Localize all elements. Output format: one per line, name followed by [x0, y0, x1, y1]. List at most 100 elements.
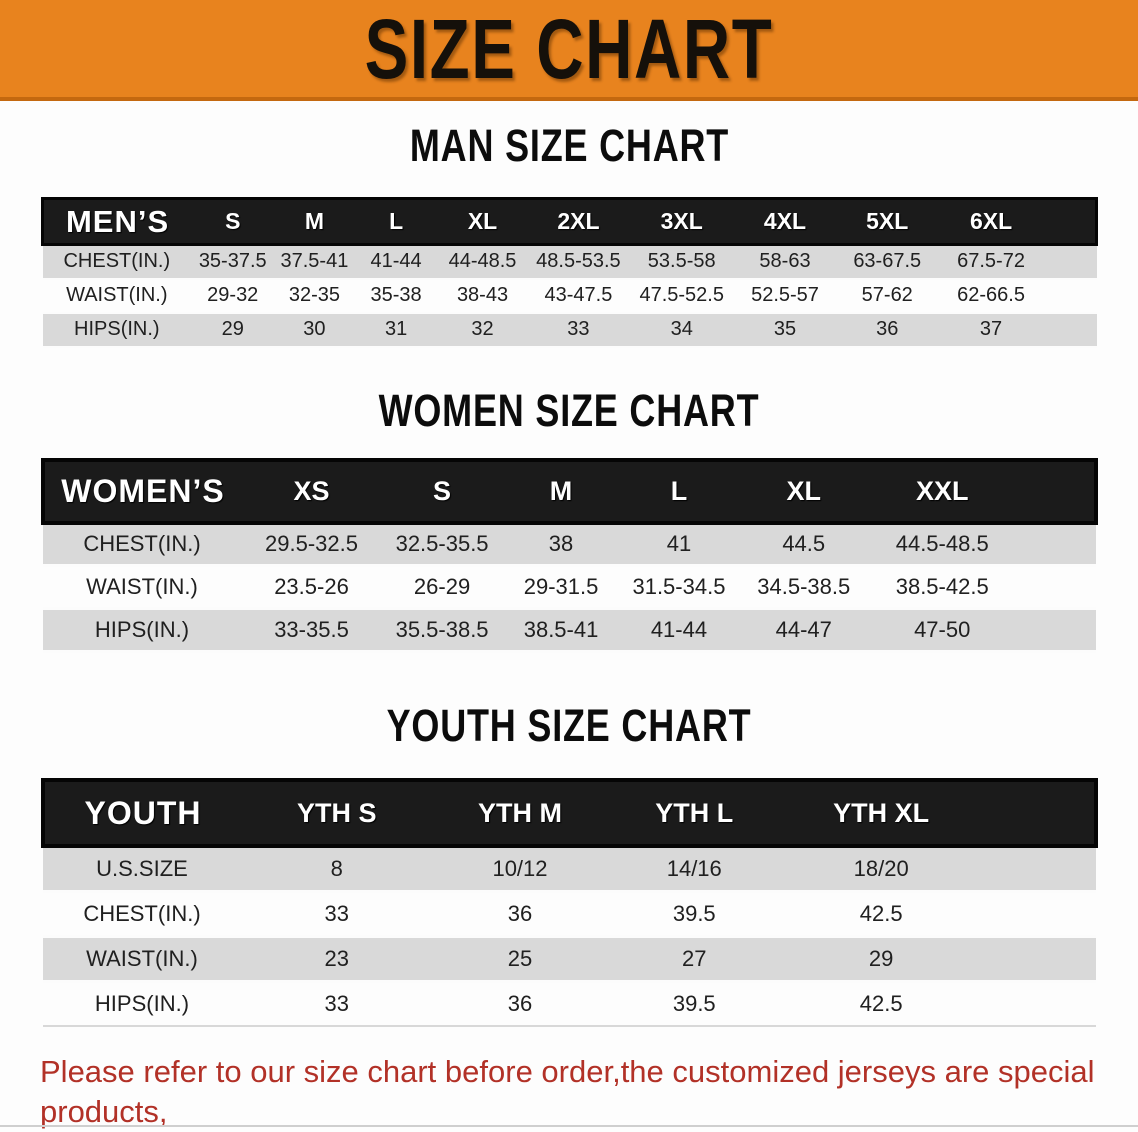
men-table-title: MEN’S — [65, 203, 170, 239]
value-cell: 53.5-58 — [629, 243, 734, 280]
value-cell: 29 — [781, 934, 982, 983]
men-waist-row: WAIST(IN.) 29-32 32-35 35-38 38-43 43-47… — [43, 279, 1097, 313]
value-cell: 23 — [240, 934, 433, 983]
value-cell: 29-31.5 — [523, 574, 599, 599]
filler-cell — [981, 891, 1096, 936]
youth-size-col-xl: YTH XL — [833, 797, 930, 828]
women-size-col-l: L — [670, 475, 688, 506]
filler-cell — [981, 844, 1096, 893]
men-size-col-m: M — [304, 208, 324, 234]
row-label: U.S.SIZE — [43, 844, 241, 893]
value-cell: 39.5 — [672, 900, 716, 926]
youth-size-col-s: YTH S — [297, 797, 377, 828]
value-cell: 30 — [274, 311, 355, 348]
value-cell: 57-62 — [861, 284, 913, 306]
value-cell: 44.5-48.5 — [869, 521, 1015, 567]
women-hips-row: HIPS(IN.) 33-35.5 35.5-38.5 38.5-41 41-4… — [43, 607, 1096, 653]
men-chest-row: CHEST(IN.) 35-37.5 37.5-41 41-44 44-48.5… — [42, 243, 1097, 280]
page-title-text: SIZE CHART — [364, 1, 774, 96]
filler-cell — [1014, 521, 1096, 567]
women-section-heading-text: WOMEN SIZE CHART — [378, 384, 760, 436]
value-cell: 41-44 — [354, 243, 438, 280]
value-cell: 32.5-35.5 — [382, 521, 503, 567]
men-size-col-l: L — [389, 208, 404, 234]
footer-note: Please refer to our size chart before or… — [40, 1052, 1138, 1132]
men-size-col-3xl: 3XL — [660, 208, 703, 234]
value-cell: 10/12 — [432, 844, 608, 893]
row-label: CHEST(IN.) — [83, 900, 201, 926]
youth-waist-row: WAIST(IN.) 23 25 27 29 — [43, 934, 1096, 983]
value-cell: 41-44 — [620, 607, 738, 653]
filler-cell — [981, 780, 1096, 846]
value-cell: 26-29 — [413, 574, 471, 599]
youth-size-col-l: YTH L — [655, 797, 734, 828]
women-size-col-xs: XS — [293, 475, 330, 506]
men-size-col-s: S — [225, 208, 241, 234]
value-cell: 35 — [733, 311, 837, 348]
women-size-col-s: S — [433, 475, 452, 506]
value-cell: 36 — [507, 900, 533, 926]
value-cell: 34.5-38.5 — [757, 574, 851, 599]
women-size-col-xxl: XXL — [915, 475, 969, 506]
filler-cell — [1043, 243, 1097, 280]
value-cell: 32 — [437, 311, 528, 348]
value-cell: 33 — [324, 900, 350, 926]
value-cell: 44.5 — [737, 521, 870, 567]
filler-cell — [1015, 460, 1096, 523]
youth-table-header-row: YOUTH YTH S YTH M YTH L YTH XL — [43, 780, 1096, 846]
value-cell: 38-43 — [456, 284, 509, 306]
value-cell: 52.5-57 — [751, 284, 819, 306]
value-cell: 35-37.5 — [191, 243, 275, 280]
filler-cell — [1015, 566, 1096, 609]
youth-hips-row: HIPS(IN.) 33 36 39.5 42.5 — [43, 981, 1096, 1026]
row-label: WAIST(IN.) — [66, 284, 168, 306]
filler-cell — [981, 981, 1096, 1026]
women-table-header-row: WOMEN’S XS S M L XL XXL — [43, 459, 1096, 523]
row-label: CHEST(IN.) — [43, 521, 241, 567]
value-cell: 29 — [191, 311, 275, 348]
value-cell: 47.5-52.5 — [639, 284, 724, 306]
value-cell: 27 — [607, 934, 782, 983]
value-cell: 14/16 — [607, 844, 782, 893]
value-cell: 32-35 — [288, 284, 340, 306]
value-cell: 44-47 — [737, 607, 870, 653]
men-size-col-5xl: 5XL — [866, 208, 909, 234]
youth-size-table: YOUTH YTH S YTH M YTH L YTH XL U.S.SIZE … — [41, 778, 1098, 1027]
value-cell: 23.5-26 — [274, 574, 349, 599]
row-label: HIPS(IN.) — [42, 311, 192, 348]
women-size-table: WOMEN’S XS S M L XL XXL CHEST(IN.) 29.5-… — [41, 458, 1098, 653]
filler-cell — [1043, 311, 1097, 348]
value-cell: 8 — [240, 844, 433, 893]
men-size-col-2xl: 2XL — [557, 208, 600, 234]
men-table-header-row: MEN’S S M L XL 2XL 3XL 4XL 5XL 6XL — [42, 198, 1097, 245]
filler-cell — [1044, 199, 1097, 245]
value-cell: 31.5-34.5 — [632, 574, 726, 599]
bottom-divider — [0, 1125, 1138, 1127]
row-label: WAIST(IN.) — [86, 574, 198, 599]
youth-table-title: YOUTH — [84, 794, 202, 831]
women-chest-row: CHEST(IN.) 29.5-32.5 32.5-35.5 38 41 44.… — [43, 521, 1096, 567]
youth-section-heading: YOUTH SIZE CHART — [0, 701, 1138, 751]
value-cell: 35.5-38.5 — [382, 607, 503, 653]
youth-size-col-m: YTH M — [477, 797, 562, 828]
value-cell: 33 — [527, 311, 630, 348]
youth-chest-row: CHEST(IN.) 33 36 39.5 42.5 — [43, 891, 1096, 936]
value-cell: 37 — [938, 311, 1044, 348]
row-label: WAIST(IN.) — [43, 934, 241, 983]
value-cell: 63-67.5 — [836, 243, 939, 280]
filler-cell — [1014, 607, 1096, 653]
filler-cell — [1044, 279, 1097, 313]
value-cell: 18/20 — [781, 844, 982, 893]
men-size-col-6xl: 6XL — [969, 208, 1013, 234]
value-cell: 29-32 — [207, 284, 259, 306]
men-hips-row: HIPS(IN.) 29 30 31 32 33 34 35 36 37 — [42, 311, 1097, 348]
youth-ussize-row: U.S.SIZE 8 10/12 14/16 18/20 — [43, 844, 1096, 893]
value-cell: 48.5-53.5 — [527, 243, 630, 280]
value-cell: 42.5 — [859, 990, 903, 1016]
men-section-heading-text: MAN SIZE CHART — [409, 120, 729, 171]
value-cell: 29.5-32.5 — [240, 521, 383, 567]
value-cell: 44-48.5 — [437, 243, 528, 280]
page-title: SIZE CHART — [307, 7, 831, 91]
value-cell: 39.5 — [672, 990, 716, 1016]
row-label: CHEST(IN.) — [42, 243, 192, 280]
